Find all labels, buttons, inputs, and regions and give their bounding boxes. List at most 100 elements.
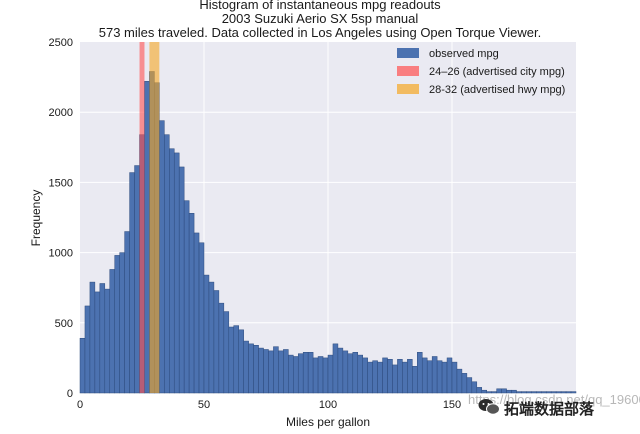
histogram-bar bbox=[446, 357, 453, 394]
chart-title-line-3: 573 miles traveled. Data collected in Lo… bbox=[98, 25, 542, 40]
histogram-bar bbox=[258, 347, 264, 394]
histogram-bar bbox=[426, 360, 433, 394]
histogram-bar bbox=[367, 361, 373, 394]
y-tick-label: 2000 bbox=[49, 107, 73, 119]
histogram-bar bbox=[377, 361, 383, 394]
histogram-bar bbox=[193, 232, 200, 394]
histogram-bar bbox=[159, 120, 165, 394]
legend-label: observed mpg bbox=[429, 48, 499, 60]
histogram-bar bbox=[327, 354, 334, 394]
legend-label: 28-32 (advertised hwy mpg) bbox=[429, 84, 565, 96]
city-mpg-band bbox=[139, 42, 145, 393]
histogram-bar bbox=[347, 353, 354, 394]
histogram-bar bbox=[79, 337, 86, 394]
histogram-bar bbox=[203, 274, 210, 394]
histogram-bar bbox=[183, 200, 190, 394]
histogram-bar bbox=[402, 361, 408, 394]
histogram-bar bbox=[352, 352, 359, 394]
histogram-bar bbox=[397, 359, 403, 394]
histogram-bar bbox=[248, 343, 254, 394]
brand-label: 拓端数据部落 bbox=[504, 401, 595, 418]
histogram-bar bbox=[407, 359, 413, 394]
histogram-bar bbox=[332, 343, 339, 394]
legend: observed mpg 24–26 (advertised city mpg) 2… bbox=[397, 48, 565, 96]
histogram-bar bbox=[461, 373, 468, 394]
histogram-bar bbox=[109, 269, 115, 394]
y-tick-label: 2500 bbox=[49, 37, 73, 49]
histogram-bar bbox=[124, 231, 130, 394]
histogram-bar bbox=[421, 357, 428, 394]
histogram-bar bbox=[144, 81, 150, 394]
legend-swatch bbox=[397, 48, 419, 58]
x-tick-label: 0 bbox=[77, 399, 83, 411]
histogram-bar bbox=[293, 356, 299, 394]
chart-title-line-2: 2003 Suzuki Aerio SX 5sp manual bbox=[221, 11, 419, 26]
y-tick-label: 0 bbox=[67, 388, 73, 400]
histogram-bar bbox=[412, 366, 418, 394]
histogram-bar bbox=[431, 356, 438, 394]
histogram-bar bbox=[387, 359, 393, 394]
histogram-bar bbox=[372, 360, 378, 394]
histogram-bar bbox=[223, 311, 230, 394]
histogram-bar bbox=[297, 353, 304, 394]
histogram-bar bbox=[213, 290, 220, 394]
advertised-mpg-bands bbox=[139, 42, 160, 393]
histogram-bar bbox=[134, 165, 140, 394]
x-axis-label: Miles per gallon bbox=[286, 415, 370, 429]
histogram-bar bbox=[89, 281, 96, 394]
chart-title-line-1: Histogram of instantaneous mpg readouts bbox=[199, 0, 441, 12]
histogram-bar bbox=[238, 329, 244, 394]
histogram-bar bbox=[362, 357, 368, 394]
histogram-bar bbox=[268, 350, 274, 394]
histogram-bar bbox=[278, 350, 284, 394]
histogram-bar bbox=[337, 347, 344, 394]
histogram-bar bbox=[307, 352, 314, 394]
histogram-bar bbox=[218, 302, 225, 394]
histogram-bar bbox=[357, 354, 363, 394]
histogram-bar bbox=[99, 283, 106, 394]
histogram-bar bbox=[178, 166, 185, 394]
histogram-bar bbox=[382, 357, 388, 394]
legend-swatch bbox=[397, 66, 419, 76]
x-tick-label: 100 bbox=[319, 399, 337, 411]
histogram-bar bbox=[208, 281, 215, 394]
histogram-bar bbox=[263, 349, 269, 394]
histogram-bar bbox=[198, 242, 205, 394]
histogram-bar bbox=[84, 305, 91, 394]
legend-label: 24–26 (advertised city mpg) bbox=[429, 66, 565, 78]
histogram-bar bbox=[273, 346, 279, 394]
histogram-bar bbox=[173, 152, 180, 394]
histogram-bar bbox=[441, 361, 448, 394]
histogram-bar bbox=[322, 357, 329, 394]
histogram-bar bbox=[94, 291, 101, 394]
histogram-bar bbox=[119, 252, 125, 394]
y-tick-label: 1500 bbox=[49, 177, 73, 189]
histogram-bar bbox=[164, 134, 170, 394]
histogram-bar bbox=[417, 352, 423, 394]
wechat-icon bbox=[478, 399, 500, 415]
histogram-bar bbox=[302, 352, 309, 394]
histogram-bar bbox=[228, 326, 235, 394]
x-tick-labels: 0 50 100 150 bbox=[77, 399, 461, 411]
histogram-bar bbox=[342, 350, 349, 394]
histogram-bar bbox=[253, 345, 259, 394]
histogram-bar bbox=[114, 255, 120, 394]
y-tick-labels: 0 500 1000 1500 2000 2500 bbox=[49, 37, 73, 400]
watermark-url: https://blog.csdn.net/qq_19600291 bbox=[468, 392, 640, 407]
histogram-bar bbox=[392, 364, 398, 394]
histogram-bar bbox=[288, 354, 294, 394]
histogram-bar bbox=[436, 360, 443, 394]
x-tick-label: 50 bbox=[198, 399, 210, 411]
histogram-bar bbox=[283, 349, 289, 394]
histogram-bar bbox=[451, 361, 458, 394]
histogram-bar bbox=[104, 288, 111, 394]
histogram-bar bbox=[570, 391, 577, 394]
histogram-bar bbox=[233, 325, 239, 394]
histogram-bar bbox=[456, 368, 463, 394]
histogram-bar bbox=[188, 213, 195, 394]
hwy-mpg-band bbox=[149, 42, 160, 393]
y-tick-label: 500 bbox=[55, 318, 73, 330]
y-tick-label: 1000 bbox=[49, 248, 73, 260]
histogram-bar bbox=[243, 340, 249, 394]
